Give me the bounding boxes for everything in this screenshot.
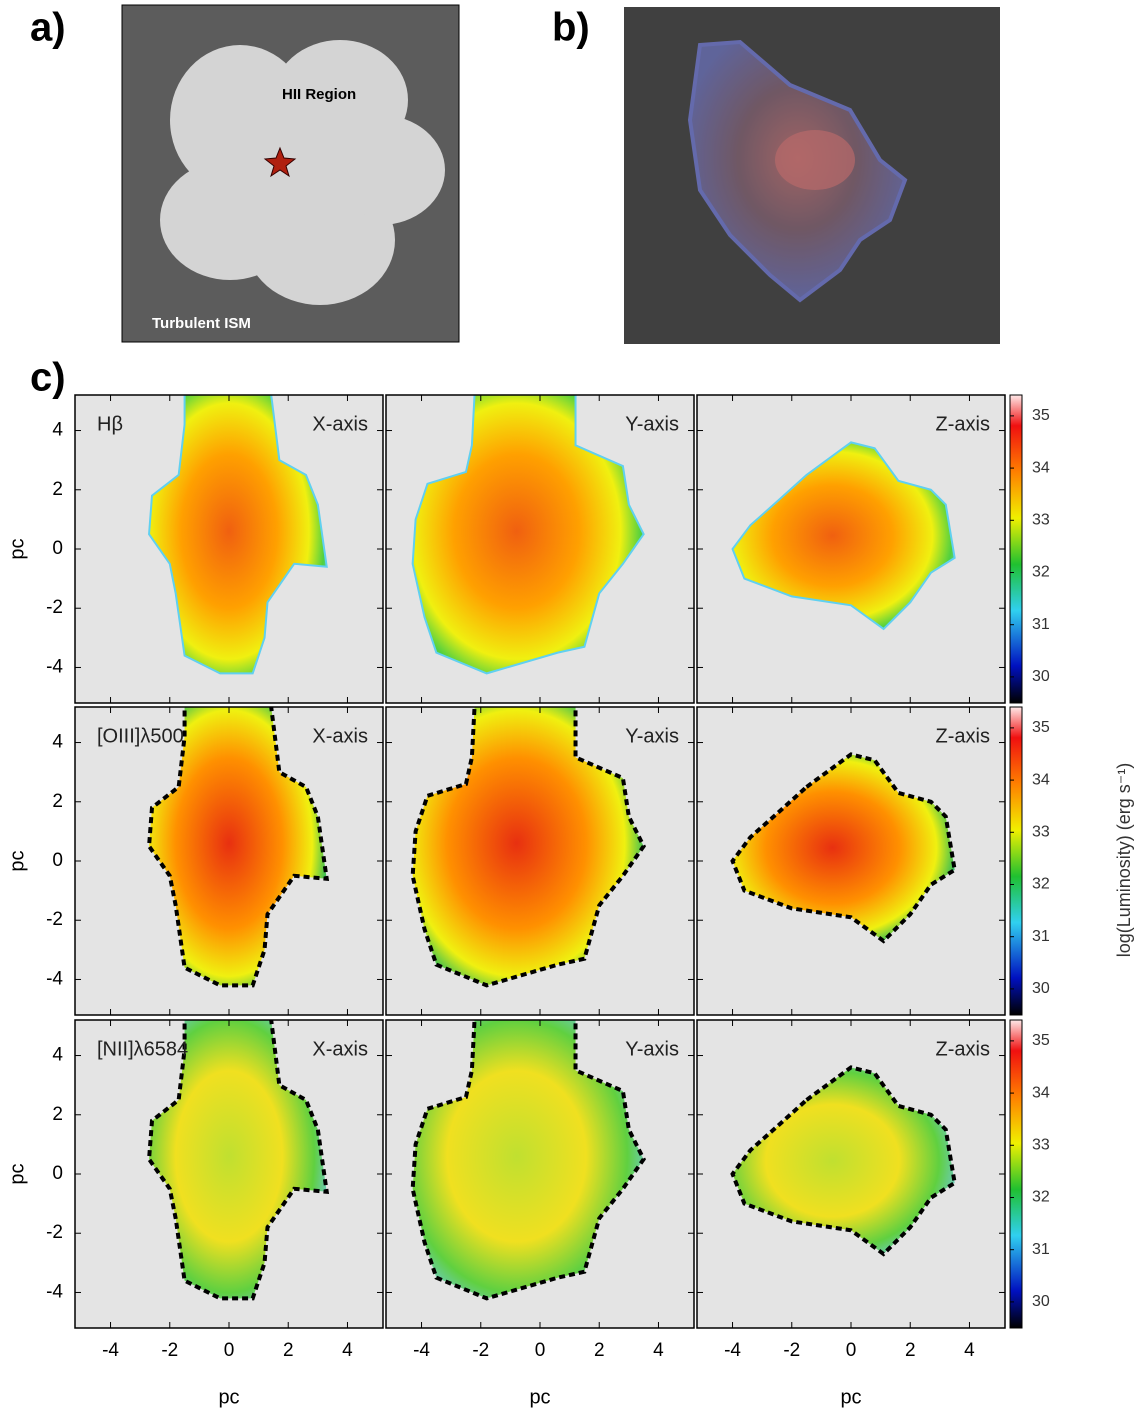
x-tick-label: -4 xyxy=(413,1340,430,1361)
y-tick-label: 4 xyxy=(52,1045,63,1066)
colorbar-tick-label: 35 xyxy=(1032,1032,1050,1049)
column-label: Y-axis xyxy=(625,413,679,435)
x-axis-label: pc xyxy=(840,1386,861,1408)
emission-map xyxy=(730,752,957,944)
colorbar-tick-label: 30 xyxy=(1032,668,1050,685)
colorbar-tick-label: 31 xyxy=(1032,616,1050,633)
column-label: Z-axis xyxy=(936,413,990,435)
map-panel: Z-axis xyxy=(696,706,1006,1016)
x-tick-label: 2 xyxy=(594,1340,605,1361)
colorbar-tick-label: 31 xyxy=(1032,1241,1050,1258)
colorbar-tick-label: 31 xyxy=(1032,928,1050,945)
colorbar-tick-label: 32 xyxy=(1032,564,1050,581)
colorbar-tick-label: 30 xyxy=(1032,1293,1050,1310)
x-tick-label: 2 xyxy=(283,1340,294,1361)
y-tick-label: 0 xyxy=(52,1163,63,1184)
column-label: Y-axis xyxy=(625,725,679,747)
column-label: Y-axis xyxy=(625,1038,679,1060)
x-tick-label: -2 xyxy=(161,1340,178,1361)
column-label: Z-axis xyxy=(936,1038,990,1060)
region-label: HII Region xyxy=(282,86,356,103)
colorbar-tick-label: 35 xyxy=(1032,719,1050,736)
panel-label: c) xyxy=(30,356,66,400)
colorbar-tick-label: 30 xyxy=(1032,980,1050,997)
x-tick-label: 4 xyxy=(653,1340,664,1361)
colorbar xyxy=(1009,394,1023,704)
colorbar-tick-label: 34 xyxy=(1032,1084,1050,1101)
y-tick-label: 2 xyxy=(52,791,63,812)
map-panel: Y-axis xyxy=(385,706,695,1016)
map-panel: Z-axis xyxy=(696,1019,1006,1329)
colorbar xyxy=(1009,1019,1023,1329)
emission-map xyxy=(730,1065,957,1257)
emission-map xyxy=(410,707,646,988)
y-tick-label: 4 xyxy=(52,732,63,753)
x-tick-label: 0 xyxy=(224,1340,235,1361)
colorbar xyxy=(1009,706,1023,1016)
map-panel: X-axis xyxy=(74,706,384,1016)
y-axis-label: pc xyxy=(6,538,28,559)
colorbar-tick-label: 33 xyxy=(1032,824,1050,841)
y-tick-label: 2 xyxy=(52,479,63,500)
emission-map xyxy=(146,707,330,988)
x-tick-label: -4 xyxy=(102,1340,119,1361)
hii-region-shape xyxy=(160,40,445,305)
map-panel: X-axis xyxy=(74,394,384,704)
x-tick-label: -4 xyxy=(724,1340,741,1361)
x-axis-label: pc xyxy=(218,1386,239,1408)
colorbar-tick-label: 32 xyxy=(1032,876,1050,893)
y-tick-label: 2 xyxy=(52,1104,63,1125)
colorbar-tick-label: 34 xyxy=(1032,459,1050,476)
y-tick-label: -4 xyxy=(46,968,63,989)
y-tick-label: -4 xyxy=(46,1281,63,1302)
y-tick-label: 4 xyxy=(52,420,63,441)
column-label: X-axis xyxy=(312,413,368,435)
emission-map xyxy=(146,1020,330,1301)
render-core xyxy=(775,130,855,190)
x-tick-label: 2 xyxy=(905,1340,916,1361)
y-tick-label: -2 xyxy=(46,1222,63,1243)
x-tick-label: 0 xyxy=(535,1340,546,1361)
y-tick-label: -2 xyxy=(46,597,63,618)
medium-label: Turbulent ISM xyxy=(152,315,251,332)
map-panel: Y-axis xyxy=(385,394,695,704)
colorbar-label: log(Luminosity) (erg s⁻¹) xyxy=(1114,763,1134,958)
emission-map xyxy=(411,395,645,675)
y-tick-label: -2 xyxy=(46,909,63,930)
colorbar-tick-label: 34 xyxy=(1032,771,1050,788)
column-label: X-axis xyxy=(312,1038,368,1060)
x-tick-label: 0 xyxy=(846,1340,857,1361)
x-tick-label: 4 xyxy=(964,1340,975,1361)
colorbar-tick-label: 35 xyxy=(1032,407,1050,424)
emission-map xyxy=(731,441,956,631)
y-tick-label: 0 xyxy=(52,850,63,871)
y-tick-label: -4 xyxy=(46,656,63,677)
colorbar-tick-label: 32 xyxy=(1032,1189,1050,1206)
colorbar-tick-label: 33 xyxy=(1032,512,1050,529)
y-axis-label: pc xyxy=(6,1163,28,1184)
map-panel: Y-axis xyxy=(385,1019,695,1329)
map-panel: Z-axis xyxy=(696,394,1006,704)
row-label: [OIII]λ500 xyxy=(97,725,184,747)
panel-label: a) xyxy=(30,6,66,50)
y-tick-label: 0 xyxy=(52,538,63,559)
x-axis-label: pc xyxy=(529,1386,550,1408)
colorbar-tick-label: 33 xyxy=(1032,1137,1050,1154)
x-tick-label: -2 xyxy=(472,1340,489,1361)
panel-label: b) xyxy=(552,6,590,50)
column-label: Z-axis xyxy=(936,725,990,747)
map-panel: X-axis xyxy=(74,1019,384,1329)
x-tick-label: -2 xyxy=(783,1340,800,1361)
y-axis-label: pc xyxy=(6,850,28,871)
row-label: Hβ xyxy=(97,413,123,435)
emission-map xyxy=(148,395,328,675)
emission-map xyxy=(410,1020,646,1301)
star xyxy=(263,146,297,178)
x-tick-label: 4 xyxy=(342,1340,353,1361)
row-label: [NII]λ6584 xyxy=(97,1038,188,1060)
column-label: X-axis xyxy=(312,725,368,747)
